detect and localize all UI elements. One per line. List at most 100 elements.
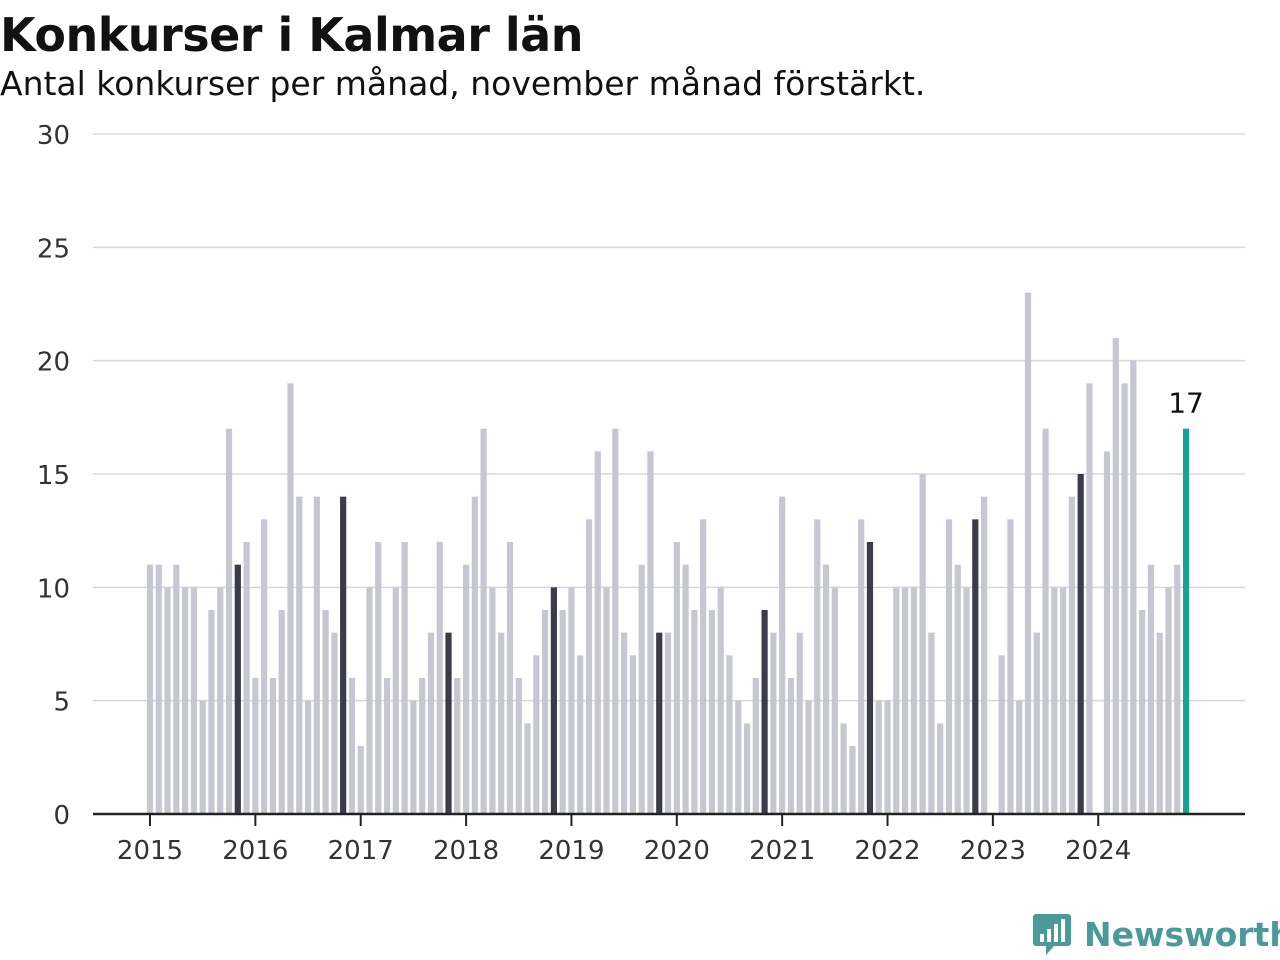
bar bbox=[700, 519, 707, 814]
bar bbox=[419, 678, 426, 814]
bar bbox=[1130, 360, 1137, 814]
bar bbox=[664, 632, 672, 814]
bar bbox=[901, 587, 909, 814]
bar bbox=[331, 632, 338, 814]
bar-november bbox=[761, 610, 768, 814]
bar bbox=[1024, 292, 1032, 815]
bar bbox=[269, 678, 277, 814]
brand-logo: Newsworthy bbox=[1032, 910, 1280, 958]
chart-subtitle: Antal konkurser per månad, november måna… bbox=[0, 64, 926, 103]
bar bbox=[313, 496, 320, 814]
bar bbox=[462, 564, 470, 814]
bar bbox=[1121, 383, 1128, 814]
x-tick-label: 2016 bbox=[222, 836, 288, 866]
bar bbox=[199, 700, 206, 814]
bar bbox=[278, 610, 285, 814]
y-tick-label: 15 bbox=[37, 461, 70, 491]
bar bbox=[577, 655, 584, 814]
bar-november bbox=[340, 496, 347, 814]
bar bbox=[208, 610, 215, 814]
bar bbox=[173, 564, 180, 814]
bar bbox=[1042, 428, 1049, 814]
bar bbox=[454, 678, 461, 814]
bar-november bbox=[656, 632, 663, 814]
bar bbox=[1174, 564, 1181, 814]
bar bbox=[1068, 496, 1075, 814]
bar bbox=[182, 587, 189, 814]
bar bbox=[1051, 587, 1058, 814]
bar bbox=[533, 655, 540, 814]
bar bbox=[779, 496, 786, 814]
last-value-label: 17 bbox=[1168, 387, 1204, 420]
bar bbox=[594, 451, 601, 814]
bar bbox=[981, 496, 988, 814]
newsworthy-logo-icon bbox=[1033, 914, 1071, 955]
bar bbox=[585, 519, 593, 814]
x-tick-label: 2015 bbox=[117, 836, 183, 866]
bar bbox=[1007, 519, 1014, 814]
bar bbox=[1060, 587, 1067, 814]
bar bbox=[1165, 587, 1172, 814]
bar bbox=[375, 542, 382, 814]
bar bbox=[243, 542, 250, 814]
bar bbox=[542, 610, 549, 814]
x-tick-label: 2021 bbox=[749, 836, 815, 866]
bar bbox=[1103, 451, 1111, 814]
bar bbox=[480, 428, 487, 814]
bar bbox=[831, 587, 838, 814]
bar bbox=[735, 700, 742, 814]
y-tick-label: 10 bbox=[37, 574, 70, 604]
y-tick-label: 5 bbox=[53, 688, 70, 718]
bar bbox=[796, 632, 803, 814]
bar bbox=[1139, 610, 1146, 814]
bar bbox=[357, 746, 364, 814]
bar bbox=[612, 428, 619, 814]
bar bbox=[489, 587, 496, 814]
bar bbox=[559, 610, 566, 814]
bar bbox=[401, 542, 408, 814]
bar-latest bbox=[1182, 428, 1190, 814]
bar bbox=[875, 700, 882, 814]
bar bbox=[506, 542, 514, 814]
bar bbox=[348, 678, 356, 814]
bar-november bbox=[234, 564, 241, 814]
bar bbox=[392, 587, 399, 814]
bar bbox=[146, 564, 154, 814]
bar bbox=[814, 519, 821, 814]
bar bbox=[322, 610, 329, 814]
x-tick-label: 2019 bbox=[538, 836, 604, 866]
bar bbox=[840, 723, 847, 814]
bar bbox=[963, 587, 970, 814]
brand-name: Newsworthy bbox=[1084, 914, 1280, 954]
bar bbox=[682, 564, 689, 814]
bar bbox=[822, 564, 830, 814]
y-tick-label: 20 bbox=[37, 348, 70, 378]
bar bbox=[155, 564, 162, 814]
x-tick-label: 2020 bbox=[644, 836, 710, 866]
bar bbox=[568, 587, 575, 814]
bar bbox=[217, 587, 224, 814]
bar bbox=[919, 474, 926, 814]
bar bbox=[498, 632, 505, 814]
bar bbox=[708, 610, 716, 814]
bar-november bbox=[866, 542, 874, 814]
bar bbox=[770, 632, 777, 814]
bar bbox=[717, 587, 724, 814]
y-tick-label: 25 bbox=[37, 234, 70, 264]
bar bbox=[805, 700, 812, 814]
bar bbox=[471, 496, 478, 814]
bar bbox=[287, 383, 294, 814]
bar bbox=[1147, 564, 1155, 814]
bar bbox=[629, 655, 636, 814]
bar bbox=[638, 564, 645, 814]
bar bbox=[261, 519, 268, 814]
bar bbox=[436, 542, 443, 814]
y-tick-label: 0 bbox=[53, 801, 70, 831]
bar-november bbox=[445, 632, 452, 814]
bar bbox=[849, 746, 856, 814]
bar bbox=[726, 655, 733, 814]
y-tick-label: 30 bbox=[37, 121, 70, 151]
bar bbox=[954, 564, 961, 814]
bar bbox=[1016, 700, 1023, 814]
bar bbox=[427, 632, 435, 814]
